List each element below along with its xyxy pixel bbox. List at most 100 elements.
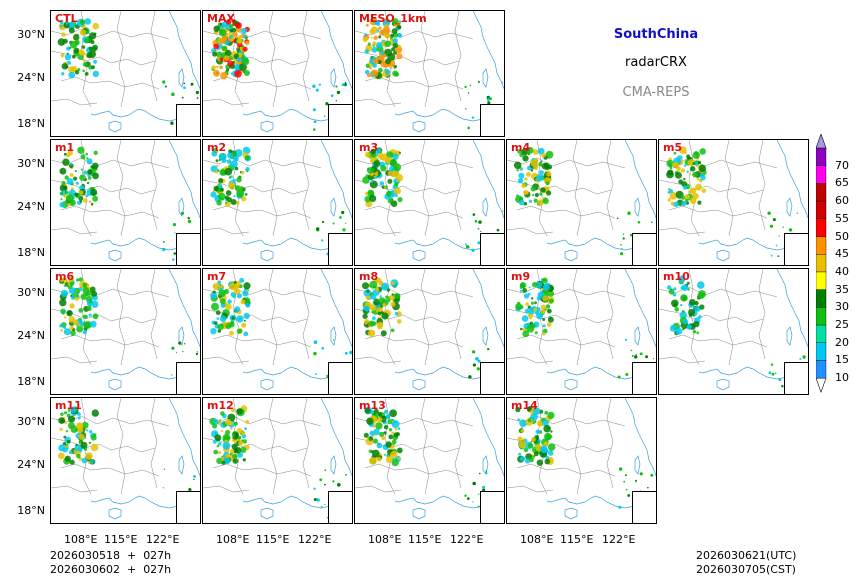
radar-echo [650,473,654,477]
radar-echo [196,97,199,99]
radar-echo [93,433,97,437]
lat-tick-label: 30°N [17,286,45,299]
radar-echo [212,439,217,444]
radar-echo [386,190,392,197]
panel-label: m13 [359,399,386,412]
coastline [108,249,122,262]
province-boundary [454,140,462,231]
radar-echo [171,346,175,350]
panel-m5: m5 [658,139,809,266]
radar-echo [324,469,327,471]
radar-echo [767,211,771,215]
radar-echo [78,433,85,440]
map-canvas [203,140,352,262]
panel-label: m8 [359,270,379,283]
panel-label: m6 [55,270,75,283]
province-boundary [536,140,548,237]
province-boundary [454,269,462,360]
south-china-sea-inset [632,362,656,394]
province-boundary [268,398,278,495]
province-boundary [355,98,402,106]
radar-echo [337,483,341,487]
coastline [412,249,426,262]
province-boundary [203,415,322,427]
radar-echo [76,453,81,459]
panel-m4: m4 [506,139,657,266]
coastline [394,108,504,122]
province-boundary [60,463,160,477]
radar-echo [211,150,218,157]
radar-echo [244,427,247,430]
radar-echo [390,66,393,70]
province-boundary [268,11,278,108]
radar-echo [225,201,227,204]
radar-echo [212,51,218,57]
coastline [564,249,578,262]
colorbar-segment [816,324,827,343]
radar-echo [82,287,90,294]
radar-echo [373,160,381,167]
radar-echo [518,172,525,179]
radar-echo [376,442,383,449]
colorbar-segment [816,360,827,379]
radar-echo [362,282,369,290]
province-boundary [51,356,98,364]
radar-echo [210,191,217,198]
radar-echo [219,169,227,176]
radar-echo [60,329,63,332]
coastline [168,398,200,477]
radar-echo [525,302,529,306]
radar-echo [680,285,685,291]
coastline [90,495,200,509]
radar-echo [520,429,525,433]
radar-echo [370,36,373,39]
radar-echo [64,190,69,195]
coastline [168,269,200,348]
province-boundary [668,334,768,348]
province-boundary [454,398,462,489]
radar-echo [183,82,186,85]
coastline [330,197,337,217]
colorbar-level-label: 10 [835,371,849,384]
radar-echo [372,316,376,320]
radar-echo [637,221,641,224]
radar-echo [547,411,555,419]
radar-echo [692,330,697,334]
radar-echo [62,38,68,44]
province-boundary [724,269,734,366]
coastline [178,455,185,475]
radar-echo [180,211,185,215]
coastline [412,507,426,520]
radar-echo [343,83,347,87]
radar-echo [80,439,83,443]
radar-echo [376,457,382,462]
radar-echo [82,282,88,288]
coastline [472,269,504,348]
radar-echo [651,221,653,224]
radar-echo [323,115,326,117]
radar-echo [171,92,175,97]
south-china-sea-inset [784,362,808,394]
province-boundary [507,157,626,169]
radar-echo [371,450,374,453]
radar-echo [220,72,228,80]
radar-echo [82,69,85,72]
radar-echo [70,163,73,166]
province-boundary [668,205,768,219]
radar-echo [232,433,236,437]
radar-echo [669,324,677,332]
radar-echo [378,297,386,304]
panel-m12: m12 [202,397,353,524]
radar-echo [698,315,702,319]
radar-echo [242,46,248,52]
radar-echo [221,45,228,52]
radar-echo [527,406,532,412]
radar-echo [91,65,95,70]
radar-echo [528,286,531,289]
radar-echo [215,164,219,168]
radar-echo [60,412,64,416]
radar-echo [215,159,219,163]
lon-tick-label: 108°E [216,533,250,546]
radar-echo [175,351,177,354]
radar-echo [524,177,528,181]
